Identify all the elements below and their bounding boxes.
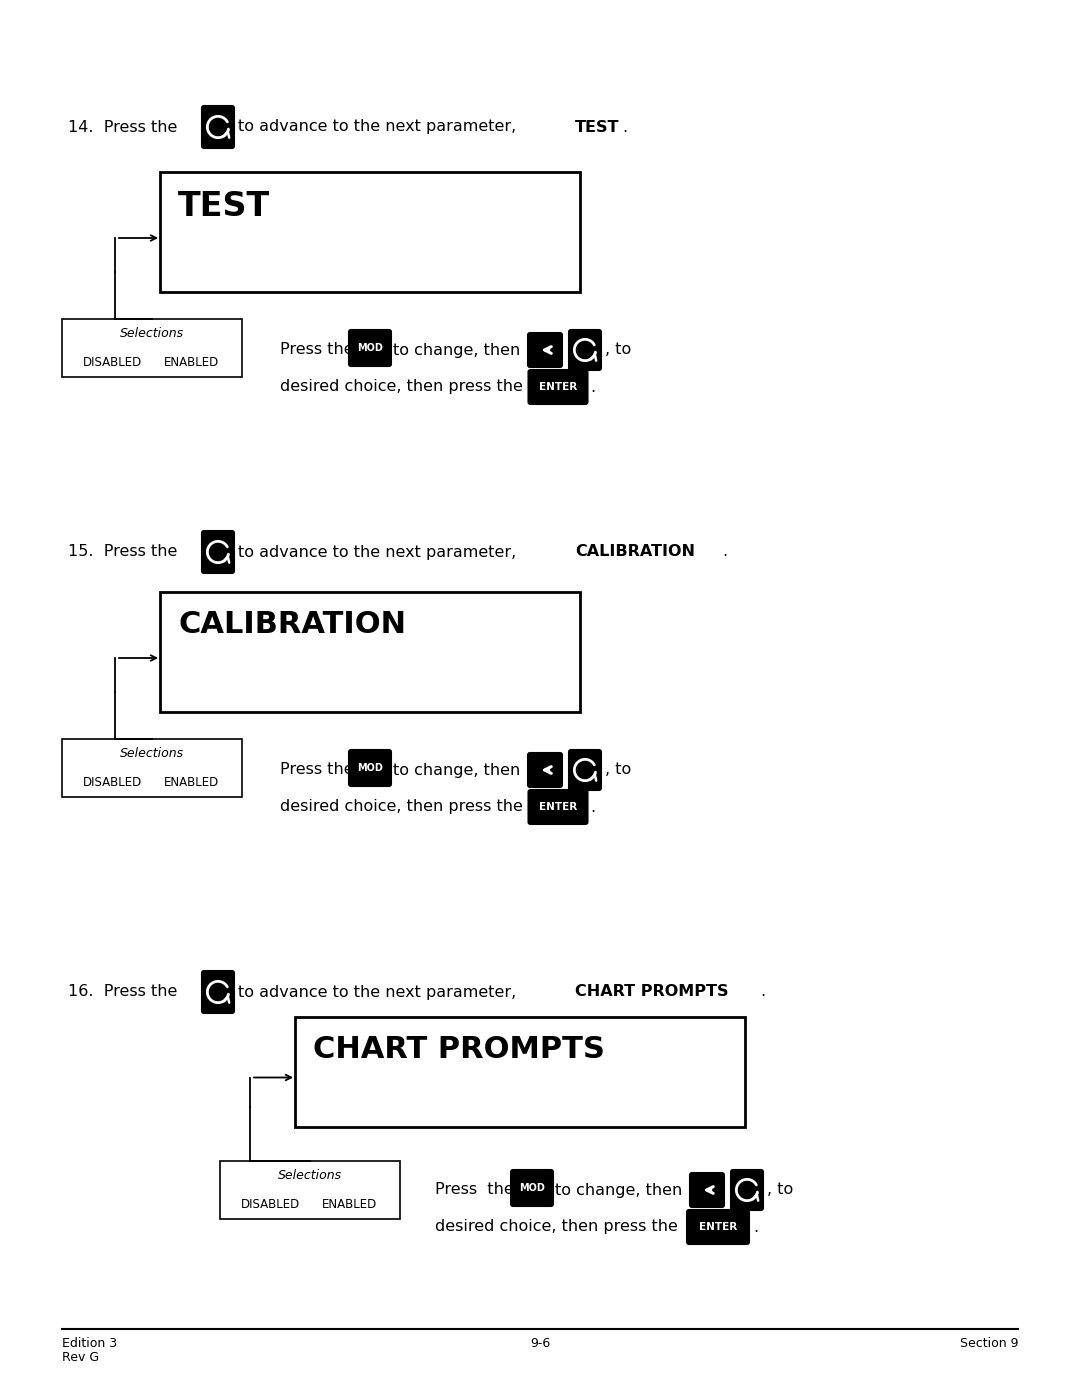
Text: Edition 3: Edition 3 xyxy=(62,1337,117,1350)
Text: .: . xyxy=(622,120,627,134)
FancyBboxPatch shape xyxy=(731,1171,762,1210)
Text: to advance to the next parameter,: to advance to the next parameter, xyxy=(238,120,522,134)
FancyBboxPatch shape xyxy=(202,106,234,148)
Text: desired choice, then press the: desired choice, then press the xyxy=(280,799,523,814)
Text: , to: , to xyxy=(605,763,631,778)
Text: , to: , to xyxy=(767,1182,793,1197)
Text: TEST: TEST xyxy=(178,190,270,224)
Text: ENABLED: ENABLED xyxy=(164,775,219,789)
Text: Section 9: Section 9 xyxy=(959,1337,1018,1350)
Text: to advance to the next parameter,: to advance to the next parameter, xyxy=(238,985,522,999)
Text: , to: , to xyxy=(605,342,631,358)
Text: Selections: Selections xyxy=(120,747,184,760)
FancyBboxPatch shape xyxy=(202,971,234,1013)
FancyBboxPatch shape xyxy=(687,1210,750,1243)
Text: desired choice, then press the: desired choice, then press the xyxy=(280,380,523,394)
Text: 16.  Press the: 16. Press the xyxy=(68,985,177,999)
Bar xyxy=(160,172,580,292)
Text: ENTER: ENTER xyxy=(699,1222,738,1232)
Text: ENABLED: ENABLED xyxy=(322,1199,377,1211)
FancyBboxPatch shape xyxy=(349,750,391,787)
Text: CALIBRATION: CALIBRATION xyxy=(178,610,406,638)
Text: DISABLED: DISABLED xyxy=(83,356,143,369)
Text: to change, then: to change, then xyxy=(393,342,521,358)
Text: Press the: Press the xyxy=(280,342,353,358)
Text: TEST: TEST xyxy=(575,120,620,134)
Text: .: . xyxy=(590,799,595,814)
Text: Press  the: Press the xyxy=(435,1182,514,1197)
Text: DISABLED: DISABLED xyxy=(241,1199,300,1211)
FancyBboxPatch shape xyxy=(569,750,600,789)
FancyBboxPatch shape xyxy=(528,789,588,824)
Text: to change, then: to change, then xyxy=(555,1182,683,1197)
Text: 9-6: 9-6 xyxy=(530,1337,550,1350)
Bar xyxy=(62,319,242,377)
Text: Press the: Press the xyxy=(280,763,353,778)
Text: to change, then: to change, then xyxy=(393,763,521,778)
Text: MOD: MOD xyxy=(357,763,383,773)
Bar xyxy=(295,1017,745,1127)
FancyBboxPatch shape xyxy=(528,370,588,404)
FancyBboxPatch shape xyxy=(202,531,234,573)
Text: .: . xyxy=(753,1220,758,1235)
Bar xyxy=(220,1161,400,1220)
Text: MOD: MOD xyxy=(357,344,383,353)
Text: ENABLED: ENABLED xyxy=(164,356,219,369)
FancyBboxPatch shape xyxy=(569,330,600,370)
Text: Selections: Selections xyxy=(278,1169,342,1182)
Text: CHART PROMPTS: CHART PROMPTS xyxy=(575,985,729,999)
Text: DISABLED: DISABLED xyxy=(83,775,143,789)
Text: desired choice, then press the: desired choice, then press the xyxy=(435,1220,678,1235)
Text: ENTER: ENTER xyxy=(539,802,577,812)
FancyBboxPatch shape xyxy=(690,1173,724,1207)
Text: CHART PROMPTS: CHART PROMPTS xyxy=(313,1035,605,1065)
Bar xyxy=(62,739,242,798)
Text: 14.  Press the: 14. Press the xyxy=(68,120,177,134)
Text: ENTER: ENTER xyxy=(539,381,577,393)
Text: .: . xyxy=(723,545,727,560)
Text: .: . xyxy=(590,380,595,394)
FancyBboxPatch shape xyxy=(528,332,562,367)
Text: Selections: Selections xyxy=(120,327,184,339)
FancyBboxPatch shape xyxy=(528,753,562,787)
Text: MOD: MOD xyxy=(519,1183,545,1193)
FancyBboxPatch shape xyxy=(511,1171,553,1206)
FancyBboxPatch shape xyxy=(349,330,391,366)
Text: to advance to the next parameter,: to advance to the next parameter, xyxy=(238,545,522,560)
Bar xyxy=(160,592,580,712)
Text: CALIBRATION: CALIBRATION xyxy=(575,545,696,560)
Text: Rev G: Rev G xyxy=(62,1351,99,1363)
Text: 15.  Press the: 15. Press the xyxy=(68,545,177,560)
Text: .: . xyxy=(760,985,765,999)
